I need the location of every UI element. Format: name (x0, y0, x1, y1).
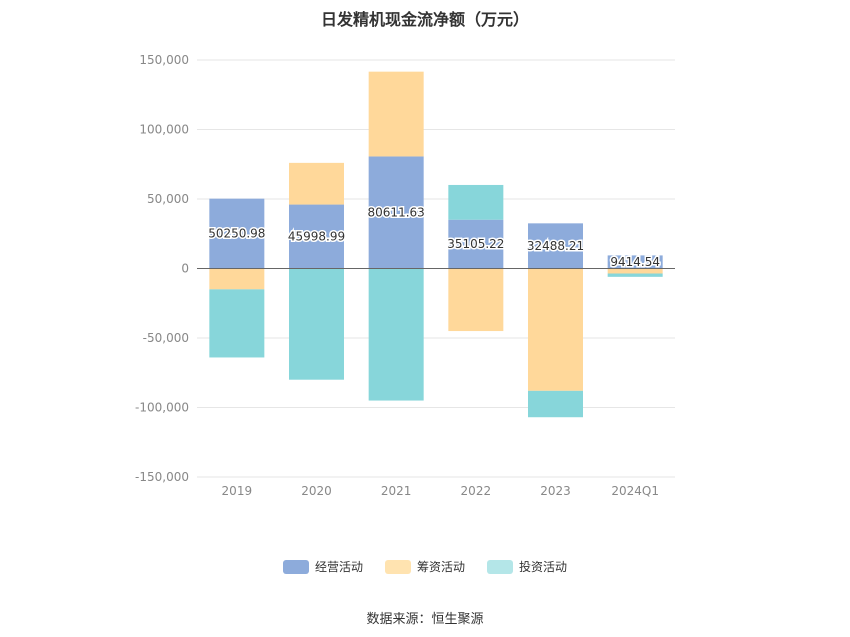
bar-2023-2 (528, 390, 583, 418)
legend-label-financing: 筹资活动 (416, 560, 465, 574)
y-tick-label: -50,000 (143, 331, 189, 345)
y-tick-label: 150,000 (139, 53, 189, 67)
y-axis-ticks: 150,000 100,000 50,000 0 -50,000 -100,000 -150… (135, 53, 189, 484)
y-tick-label: 100,000 (139, 123, 189, 137)
legend-swatch-financing (384, 559, 411, 574)
data-label: 9414.54 (610, 255, 660, 269)
data-label: 45998.99 (288, 230, 345, 244)
chart-title: 日发精机现金流净额（万元） (320, 10, 529, 29)
data-labels: 50250.98 45998.99 80611.63 35105.22 32488.21… (207, 204, 662, 270)
bar-2022-0 (448, 219, 504, 269)
data-label: 80611.63 (368, 205, 425, 219)
bar-2019-1 (209, 268, 265, 290)
legend: 经营活动 筹资活动 投资活动 (0, 558, 850, 575)
bar-2022-1 (448, 268, 504, 332)
data-label: 35105.22 (447, 237, 504, 251)
bar-2020-2 (289, 268, 344, 380)
legend-swatch-investing (487, 559, 513, 574)
legend-item-operating[interactable]: 经营活动 (282, 558, 363, 575)
bars (209, 71, 663, 418)
x-axis-ticks: 2019 2020 2021 2022 2023 2024Q1 (222, 484, 659, 498)
x-tick-label: 2020 (301, 484, 332, 498)
legend-item-investing[interactable]: 投资活动 (487, 558, 567, 575)
bar-2022-2 (448, 184, 504, 220)
bar-2019-2 (209, 289, 265, 358)
legend-label-investing: 投资活动 (519, 560, 568, 574)
bar-2023-1 (528, 268, 583, 391)
y-tick-label: 50,000 (147, 192, 189, 206)
data-label: 32488.21 (527, 239, 584, 253)
x-tick-label: 2023 (540, 484, 571, 498)
y-tick-label: 0 (181, 262, 189, 276)
bar-2020-0 (289, 204, 344, 269)
grid-lines (197, 59, 675, 478)
x-tick-label: 2019 (222, 484, 253, 498)
bar-2020-1 (289, 162, 344, 205)
bar-2023-0 (528, 223, 583, 269)
bar-2021-0 (368, 156, 424, 269)
y-tick-label: -100,000 (135, 401, 189, 415)
bar-2024Q1-2 (607, 273, 663, 277)
x-tick-label: 2021 (381, 484, 412, 498)
bar-2024Q1-0 (607, 255, 663, 269)
source-note: 数据来源：恒生聚源 (366, 612, 484, 627)
bar-2024Q1-1 (607, 268, 663, 274)
legend-label-operating: 经营活动 (314, 560, 363, 574)
bar-2021-2 (368, 268, 424, 401)
cash-flow-chart: 150,000 100,000 50,000 0 -50,000 -100,000 -150… (135, 53, 675, 498)
data-label: 50250.98 (208, 227, 265, 241)
legend-swatch-operating (282, 559, 309, 574)
y-tick-label: -150,000 (135, 470, 189, 484)
x-tick-label: 2024Q1 (611, 484, 659, 498)
x-tick-label: 2022 (461, 484, 492, 498)
bar-2021-1 (368, 71, 424, 157)
legend-item-financing[interactable]: 筹资活动 (384, 558, 465, 575)
bar-2019-0 (209, 198, 265, 269)
